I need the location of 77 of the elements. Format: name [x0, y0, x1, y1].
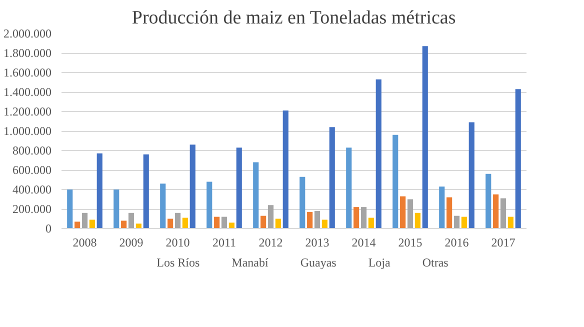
bar: [468, 122, 474, 228]
bar: [253, 162, 259, 228]
x-tick-label: 2010: [166, 236, 190, 250]
bar: [214, 216, 220, 228]
bar: [174, 212, 181, 228]
bar: [190, 144, 196, 228]
bar: [346, 148, 352, 228]
x-tick-label: 2012: [258, 236, 283, 250]
bar: [260, 216, 266, 228]
bar: [67, 190, 73, 228]
text: Los Ríos: [156, 256, 200, 270]
bar: [182, 218, 188, 228]
bar: [486, 174, 492, 228]
y-tick-label: 2.000.000: [4, 26, 52, 40]
text: Otras: [422, 256, 448, 270]
bar: [368, 218, 374, 228]
bar: [89, 220, 95, 228]
bar: [439, 186, 445, 228]
bar: [168, 218, 174, 228]
bar: [414, 212, 420, 228]
text: Loja: [368, 256, 390, 270]
x-tick-label: 2017: [491, 236, 516, 250]
bar: [96, 153, 102, 228]
bar: [508, 216, 514, 228]
bar: [354, 207, 360, 228]
text: Guayas: [300, 256, 336, 270]
bar: [376, 79, 382, 228]
chart-title: Producción de maiz en Toneladas métricas: [132, 8, 456, 28]
bar: [446, 197, 452, 228]
bar: [143, 154, 149, 228]
y-tick-label: 1.800.000: [4, 46, 52, 60]
bar: [392, 134, 398, 228]
bar: [493, 194, 499, 228]
x-tick-label: 2008: [72, 236, 97, 250]
x-tick-label: 2011: [212, 236, 236, 250]
bar: [128, 212, 134, 228]
bar: [422, 46, 428, 228]
text: Manabí: [232, 256, 268, 270]
x-tick-label: 2009: [119, 236, 144, 250]
bar: [407, 199, 414, 228]
bar: [307, 212, 313, 228]
bar: [221, 216, 228, 228]
y-tick-label: 200.000: [12, 202, 52, 216]
bar: [275, 218, 281, 228]
bar: [236, 148, 242, 228]
x-tick-label: 2014: [352, 236, 376, 250]
x-tick-label: 2015: [398, 236, 422, 250]
bar: [228, 222, 234, 228]
y-tick-label: 1.600.000: [4, 66, 52, 80]
y-tick-label: 400.000: [12, 182, 52, 196]
y-tick-label: 1.400.000: [4, 85, 52, 99]
y-tick-label: 800.000: [12, 144, 52, 158]
bar: [74, 222, 80, 228]
x-tick-label: 2016: [444, 236, 469, 250]
bar: [206, 182, 212, 228]
y-tick-label: 1.200.000: [4, 104, 52, 118]
bar: [400, 196, 406, 228]
bar: [121, 220, 127, 228]
bar: [500, 198, 506, 228]
bar: [300, 176, 306, 228]
bar: [268, 205, 274, 228]
bar: [82, 212, 88, 228]
bar: [282, 110, 288, 228]
bar: [515, 89, 521, 228]
x-tick-label: 2013: [305, 236, 330, 250]
bar: [322, 220, 328, 228]
bar: [160, 184, 166, 228]
y-tick-label: 0: [46, 222, 52, 236]
bar: [136, 224, 142, 228]
bar: [454, 216, 460, 228]
y-tick-label: 600.000: [12, 163, 52, 177]
bar: [360, 207, 367, 228]
bar: [114, 190, 120, 228]
bar: [314, 210, 320, 228]
bar: [329, 127, 335, 228]
y-tick-label: 1.000.000: [4, 124, 52, 138]
bar: [461, 216, 467, 228]
